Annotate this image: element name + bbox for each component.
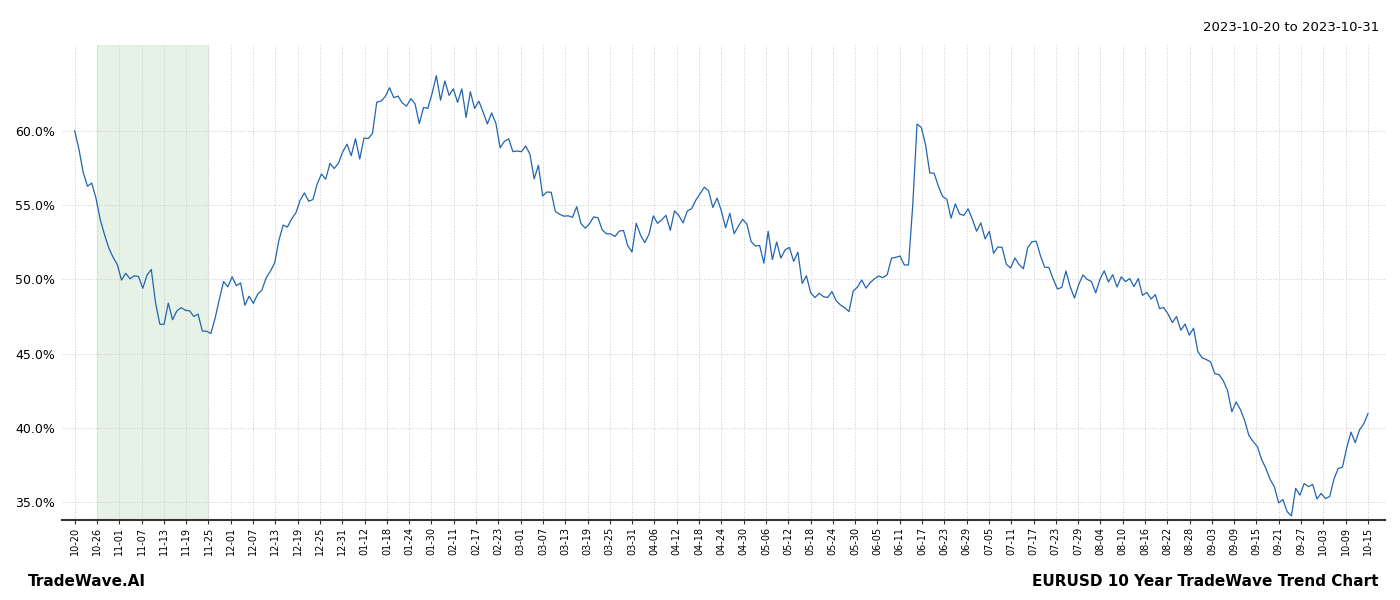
Text: TradeWave.AI: TradeWave.AI	[28, 574, 146, 589]
Text: 2023-10-20 to 2023-10-31: 2023-10-20 to 2023-10-31	[1203, 21, 1379, 34]
Text: EURUSD 10 Year TradeWave Trend Chart: EURUSD 10 Year TradeWave Trend Chart	[1033, 574, 1379, 589]
Bar	[97, 45, 209, 520]
